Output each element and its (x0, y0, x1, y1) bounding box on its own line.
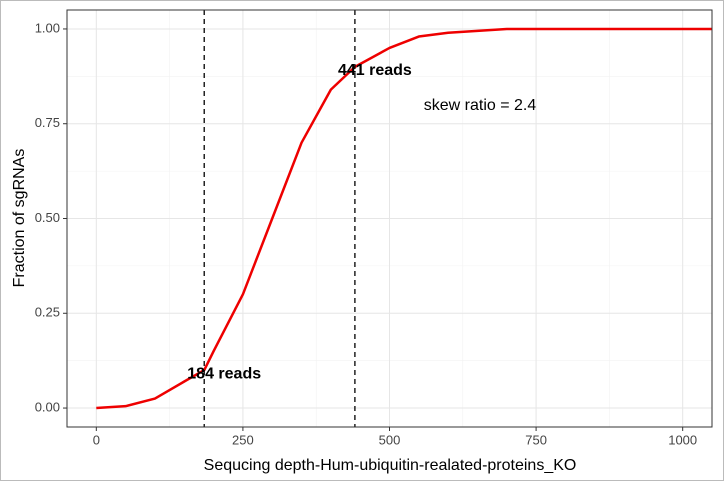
x-tick-label: 750 (525, 432, 547, 447)
y-tick-label: 1.00 (35, 20, 60, 35)
y-tick-label: 0.00 (35, 399, 60, 414)
y-tick-label: 0.50 (35, 210, 60, 225)
x-tick-label: 0 (93, 432, 100, 447)
x-tick-label: 250 (232, 432, 254, 447)
x-tick-label: 1000 (668, 432, 697, 447)
reference-label: 184 reads (187, 365, 261, 382)
y-axis-label: Fraction of sgRNAs (11, 149, 28, 288)
reference-label: 441 reads (338, 62, 412, 79)
y-tick-label: 0.25 (35, 305, 60, 320)
y-tick-label: 0.75 (35, 115, 60, 130)
panel-border (66, 9, 713, 428)
x-tick-label: 500 (379, 432, 401, 447)
x-axis-label: Sequcing depth-Hum-ubiquitin-realated-pr… (204, 457, 577, 474)
line (96, 27, 712, 410)
annotation: skew ratio = 2.4 (424, 97, 537, 114)
